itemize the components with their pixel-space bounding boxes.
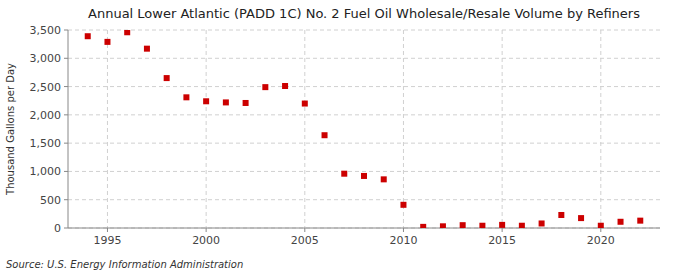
y-tick bbox=[64, 143, 68, 144]
point bbox=[361, 173, 367, 179]
point bbox=[381, 176, 387, 182]
y-tick-label: 500 bbox=[40, 194, 61, 207]
point bbox=[322, 132, 328, 138]
point bbox=[539, 220, 545, 226]
point bbox=[341, 171, 347, 177]
point bbox=[499, 222, 505, 228]
point bbox=[558, 212, 564, 218]
point bbox=[618, 219, 624, 225]
x-grid-line bbox=[600, 30, 601, 228]
point bbox=[183, 94, 189, 100]
title: Annual Lower Atlantic (PADD 1C) No. 2 Fu… bbox=[88, 6, 640, 21]
y-tick-label: 2,000 bbox=[30, 109, 62, 122]
y-grid-line bbox=[68, 86, 660, 87]
point bbox=[144, 46, 150, 52]
y-tick-label: 3,000 bbox=[30, 52, 62, 65]
point bbox=[243, 100, 249, 106]
points bbox=[85, 30, 644, 228]
point bbox=[282, 83, 288, 89]
x-tick bbox=[206, 228, 207, 232]
y-tick bbox=[64, 228, 68, 229]
point bbox=[302, 101, 308, 107]
y-tick bbox=[64, 171, 68, 172]
y-tick bbox=[64, 199, 68, 200]
x-grid-line bbox=[107, 30, 108, 228]
y-grid-line bbox=[68, 58, 660, 59]
point bbox=[519, 223, 525, 228]
point bbox=[223, 99, 229, 105]
point bbox=[420, 224, 426, 228]
x-grid-line bbox=[403, 30, 404, 228]
point bbox=[203, 98, 209, 104]
x-grid-line bbox=[502, 30, 503, 228]
point bbox=[637, 218, 643, 224]
point bbox=[578, 215, 584, 221]
x-axis-line bbox=[68, 228, 660, 229]
x-tick-label: 2005 bbox=[291, 234, 319, 247]
point bbox=[440, 223, 446, 228]
point bbox=[104, 39, 110, 45]
chart: Annual Lower Atlantic (PADD 1C) No. 2 Fu… bbox=[0, 0, 675, 275]
x-tick bbox=[502, 228, 503, 232]
x-grid-line bbox=[206, 30, 207, 228]
point bbox=[479, 223, 485, 228]
y-tick-label: 1,500 bbox=[30, 137, 62, 150]
x-tick bbox=[107, 228, 108, 232]
y-tick-label: 1,000 bbox=[30, 165, 62, 178]
y-grid-line bbox=[68, 199, 660, 200]
point bbox=[124, 30, 130, 35]
point bbox=[598, 223, 604, 228]
source-note: Source: U.S. Energy Information Administ… bbox=[6, 259, 243, 270]
y-grid-line bbox=[68, 143, 660, 144]
point bbox=[164, 75, 170, 81]
x-tick-label: 2000 bbox=[192, 234, 220, 247]
grid bbox=[68, 30, 660, 228]
x-tick-label: 2020 bbox=[587, 234, 615, 247]
y-grid-line bbox=[68, 30, 660, 31]
point bbox=[85, 33, 91, 39]
y-tick-label: 2,500 bbox=[30, 81, 62, 94]
x-grid-line bbox=[304, 30, 305, 228]
y-axis-label: Thousand Gallons per Day bbox=[5, 63, 16, 196]
x-tick-label: 2010 bbox=[389, 234, 417, 247]
point bbox=[262, 84, 268, 90]
x-tick bbox=[403, 228, 404, 232]
y-tick-label: 3,500 bbox=[30, 24, 62, 37]
y-tick bbox=[64, 58, 68, 59]
axes: 0 500 1,000 1,500 2,000 2,500 3,000 3,500 1995 20… bbox=[30, 24, 661, 247]
x-tick-label: 2015 bbox=[488, 234, 516, 247]
y-grid-line bbox=[68, 171, 660, 172]
y-grid-line bbox=[68, 114, 660, 115]
y-axis-line bbox=[68, 30, 69, 228]
x-tick bbox=[304, 228, 305, 232]
x-tick bbox=[600, 228, 601, 232]
y-grid-line bbox=[68, 228, 660, 229]
y-tick bbox=[64, 86, 68, 87]
x-tick-label: 1995 bbox=[93, 234, 121, 247]
point bbox=[460, 222, 466, 228]
y-tick-label: 0 bbox=[54, 222, 61, 235]
point bbox=[400, 202, 406, 208]
y-tick bbox=[64, 30, 68, 31]
y-tick bbox=[64, 114, 68, 115]
